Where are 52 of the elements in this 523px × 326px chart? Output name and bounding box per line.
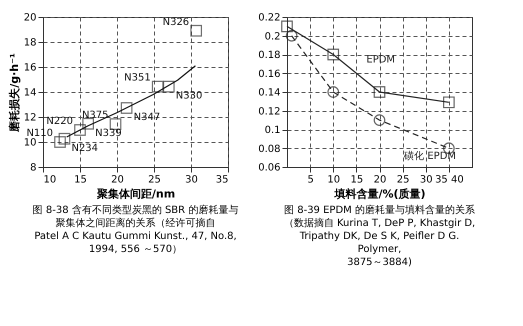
y-axis-title: 磨耗损失/g·h⁻¹ (8, 53, 21, 133)
y-tick-label: 0.22 (258, 12, 280, 24)
y-tick-label: 0.16 (258, 68, 280, 80)
point (327, 48, 340, 60)
y-tick-label: 14 (24, 88, 36, 98)
data-label: N220 (46, 116, 73, 127)
x-tick-label: 30 (420, 174, 433, 186)
y-tick-label: 0.14 (258, 88, 280, 98)
point (327, 86, 340, 98)
y-tick-label: 18 (24, 38, 36, 48)
y-tick-label: 8 (30, 162, 36, 174)
data-label: N351 (124, 72, 151, 84)
y-tick-label: 0.1 (264, 125, 280, 136)
x-tick-label: 5 (307, 174, 314, 186)
text: Patel A C Kautu Gummi Kunst., 47, No.8, 1994, 556 ～570） (34, 231, 237, 255)
point (374, 86, 386, 98)
x-tick-label: 15 (350, 174, 364, 186)
text: 图 8-39 EPDM 的磨耗量与填料含量的关系 (284, 204, 475, 216)
point (281, 20, 293, 32)
x-tick-label: 35 (216, 174, 228, 186)
y-tick-label: 0.12 (258, 106, 280, 118)
y-tick-label: 0.06 (258, 162, 280, 174)
x-tick-label: 10 (327, 174, 340, 186)
data-label: N234 (71, 142, 98, 154)
x-tick-label: 20 (374, 174, 386, 186)
y-tick-label: 16 (24, 62, 36, 74)
point (286, 30, 298, 42)
point (443, 96, 455, 108)
series-label: 磺化 EPDM (403, 150, 456, 162)
point (374, 114, 386, 126)
y-tick-label: 0.2 (264, 31, 280, 42)
x-axis-title: 聚集体间距/nm (96, 188, 176, 200)
y-tick-label: 12 (24, 112, 36, 124)
x-tick-label: 30 (185, 174, 198, 186)
y-tick-label: 0.08 (258, 144, 280, 155)
x-tick-label: 35 40 (435, 174, 464, 186)
y-tick-label: 0.18 (258, 50, 280, 61)
x-tick-label: 10 (44, 174, 56, 186)
series-label: EPDM (366, 54, 396, 66)
data-label: N326 (162, 16, 190, 28)
x-tick-label: 20 (111, 174, 124, 186)
text: 图 8-38 含有不同类型炭黑的 SBR 的磨耗量与聚集体之间距离的关系（经许可摘自 (32, 204, 238, 229)
data-label: N339 (95, 128, 122, 139)
x-tick-label: 25 (396, 174, 410, 186)
data-label: N330 (176, 90, 202, 102)
x-tick-label: 25 (148, 174, 161, 186)
x-axis-title: 填料含量/%(质量) (333, 188, 426, 200)
y-tick-label: 20 (24, 12, 36, 24)
x-tick-label: 15 (74, 174, 87, 186)
text: （数据摘自 Kurina T, DeP P, Khastgir D, Tripathy DK, De S K, Peifler D G. Polymer, (284, 217, 476, 255)
y-tick-label: 10 (24, 138, 36, 148)
text: 3875～3884) (347, 257, 412, 268)
